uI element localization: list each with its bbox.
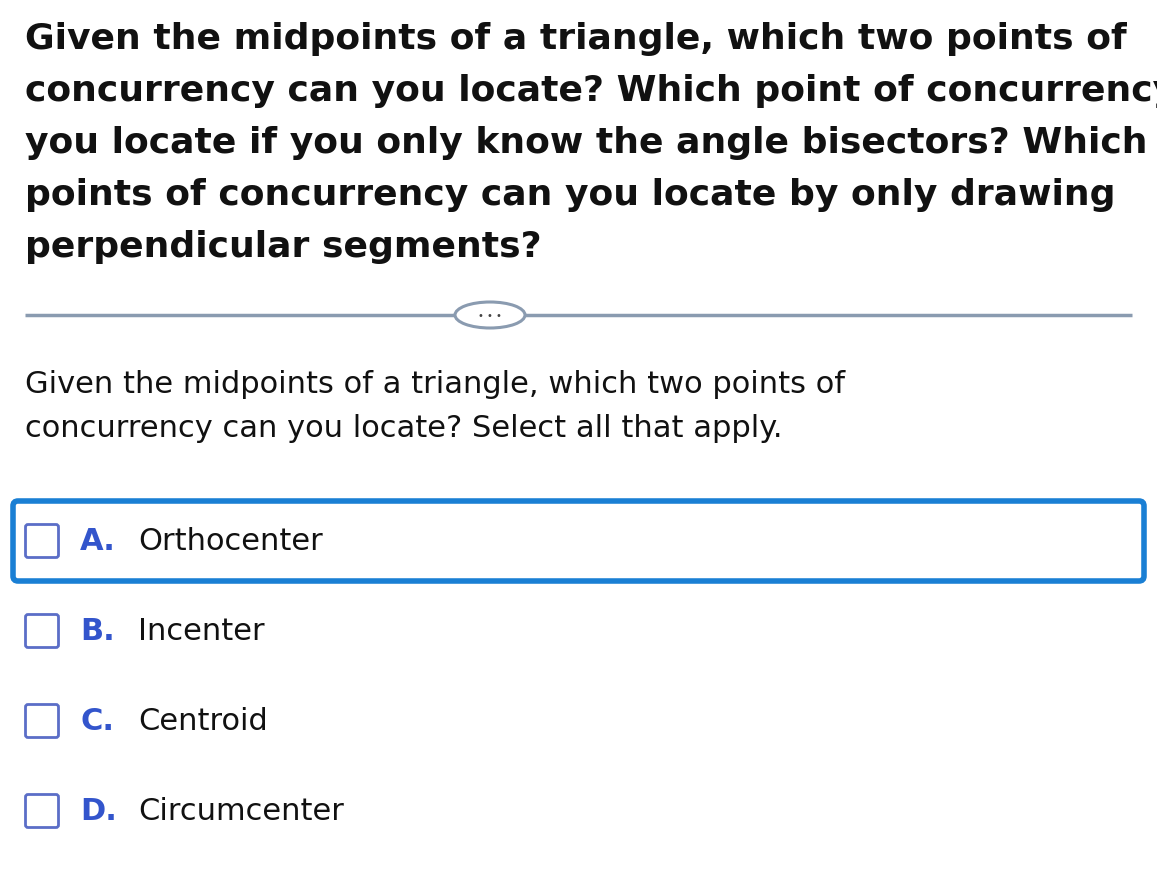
FancyBboxPatch shape bbox=[13, 501, 1144, 581]
FancyBboxPatch shape bbox=[25, 795, 59, 828]
FancyBboxPatch shape bbox=[25, 614, 59, 647]
Text: Given the midpoints of a triangle, which two points of: Given the midpoints of a triangle, which… bbox=[25, 22, 1127, 56]
Text: C.: C. bbox=[80, 707, 115, 736]
FancyBboxPatch shape bbox=[25, 704, 59, 738]
Text: concurrency can you locate? Which point of concurrency can: concurrency can you locate? Which point … bbox=[25, 74, 1157, 108]
Text: concurrency can you locate? Select all that apply.: concurrency can you locate? Select all t… bbox=[25, 414, 782, 443]
Text: you locate if you only know the angle bisectors? Which two: you locate if you only know the angle bi… bbox=[25, 126, 1157, 160]
Text: B.: B. bbox=[80, 617, 115, 646]
Text: Orthocenter: Orthocenter bbox=[138, 526, 323, 555]
Text: points of concurrency can you locate by only drawing: points of concurrency can you locate by … bbox=[25, 178, 1115, 212]
FancyBboxPatch shape bbox=[25, 525, 59, 557]
Text: Circumcenter: Circumcenter bbox=[138, 796, 344, 825]
Text: perpendicular segments?: perpendicular segments? bbox=[25, 230, 541, 264]
Text: • • •: • • • bbox=[478, 311, 502, 321]
Text: Incenter: Incenter bbox=[138, 617, 265, 646]
Ellipse shape bbox=[455, 302, 525, 328]
Text: Given the midpoints of a triangle, which two points of: Given the midpoints of a triangle, which… bbox=[25, 370, 845, 399]
Text: A.: A. bbox=[80, 526, 116, 555]
Text: D.: D. bbox=[80, 796, 117, 825]
Text: Centroid: Centroid bbox=[138, 707, 267, 736]
